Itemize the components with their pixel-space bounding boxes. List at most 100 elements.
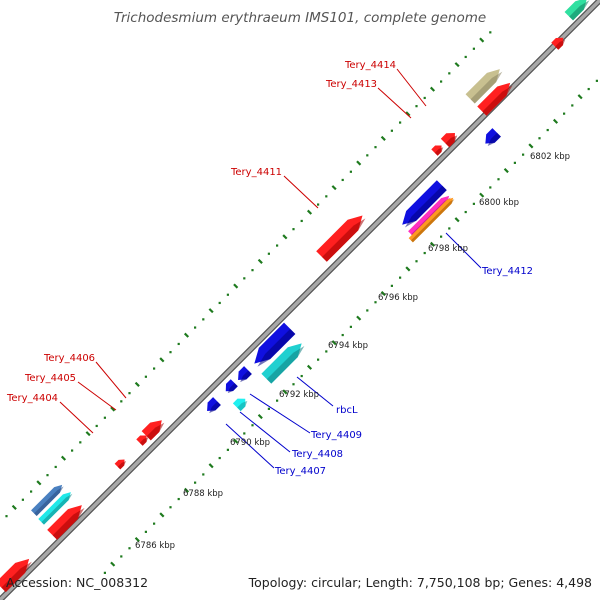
scale-dot	[292, 383, 295, 386]
scale-dot	[374, 301, 377, 304]
gene-small-red-arrow[interactable]	[440, 129, 459, 148]
scale-dot	[464, 210, 467, 214]
scale-dot	[208, 463, 214, 469]
gene-label-tery-4409[interactable]: Tery_4409	[310, 430, 362, 441]
scale-dot	[110, 406, 116, 412]
scale-dot	[144, 530, 147, 533]
scale-dot	[257, 413, 263, 420]
genome-summary-text: Topology: circular; Length: 7,750,108 bp…	[248, 575, 592, 590]
scale-dot	[110, 561, 116, 567]
scale-dot	[423, 96, 426, 100]
scale-dot	[546, 128, 549, 132]
scale-dot	[153, 367, 156, 370]
scale-dot	[429, 86, 436, 92]
gene-blue-arrow[interactable]	[481, 128, 501, 148]
gene-tery-4411-arrow[interactable]	[316, 210, 368, 262]
gene-tery-4405-arrow[interactable]	[136, 432, 149, 446]
scale-dot	[503, 167, 509, 174]
scale-dot	[300, 219, 303, 223]
scale-dot	[243, 432, 246, 435]
scale-dot	[159, 357, 165, 363]
scale-dot	[243, 277, 246, 280]
scale-dot	[423, 251, 426, 255]
gene-tery-4406-arrow[interactable]	[141, 416, 167, 441]
scale-dot	[306, 209, 313, 215]
gene-rbcl-arrow[interactable]	[261, 338, 306, 384]
callout-lines	[59, 68, 482, 469]
gene-left-teal-arrow[interactable]	[38, 489, 73, 525]
gene-label-tery-4412[interactable]: Tery_4412	[481, 266, 533, 277]
scale-dot	[399, 121, 402, 124]
scale-dot	[448, 227, 451, 230]
scale-dot	[595, 79, 598, 82]
scale-dot	[21, 498, 24, 501]
scale-dot	[71, 449, 74, 452]
gene-left-steel-arrow[interactable]	[31, 482, 65, 516]
scale-dot	[571, 104, 574, 107]
scale-dot	[306, 364, 313, 370]
scale-dot	[36, 480, 42, 486]
scale-label: 6802 kbp	[530, 152, 570, 162]
scale-dot	[577, 94, 583, 100]
gene-label-tery-4406[interactable]: Tery_4406	[43, 353, 95, 364]
scale-dot	[251, 424, 254, 427]
scale-dots	[5, 31, 598, 574]
scale-dot	[144, 375, 147, 378]
scale-dot	[325, 195, 328, 198]
scale-dot	[479, 37, 485, 43]
scale-dot	[120, 555, 123, 558]
gene-label-tery-4404[interactable]: Tery_4404	[6, 393, 58, 404]
gene-left-red-arrow[interactable]	[47, 500, 87, 540]
scale-dot	[300, 374, 303, 378]
scale-dot	[349, 170, 352, 173]
scale-dot	[5, 515, 8, 518]
gene-label-tery-4414[interactable]: Tery_4414	[344, 60, 396, 71]
gene-label-tery-4411[interactable]: Tery_4411	[230, 167, 282, 178]
scale-dot	[251, 269, 254, 272]
scale-label: 6796 kbp	[378, 293, 418, 303]
gene-tery-4407-arrow[interactable]	[232, 395, 249, 412]
gene-tery-4412-arrow[interactable]	[408, 196, 456, 243]
gene-corner-red-arrow[interactable]	[0, 554, 34, 593]
gene-tery-4409-arrow[interactable]	[234, 366, 252, 384]
map-title: Trichodesmium erythraeum IMS101, complet…	[114, 10, 486, 26]
gene-large-blue-arrow[interactable]	[397, 180, 447, 229]
gene-label-tery-4407[interactable]: Tery_4407	[274, 466, 326, 477]
gene-label-tery-4408[interactable]: Tery_4408	[291, 449, 343, 460]
scale-dot	[317, 358, 320, 361]
gene-label-rbcl[interactable]: rbcL	[336, 405, 358, 416]
scale-dot	[169, 506, 172, 509]
gene-tery-4408-arrow[interactable]	[222, 379, 238, 395]
gene-tery-4413-arrow[interactable]	[477, 78, 514, 116]
scale-dot	[472, 202, 475, 205]
scale-labels: 6786 kbp 6788 kbp 6790 kbp 6792 kbp 6794…	[135, 152, 570, 551]
gene-rbcl-large-blue-arrow[interactable]	[249, 322, 296, 370]
gene-top-red-arrow[interactable]	[551, 34, 567, 50]
scale-label: 6786 kbp	[135, 541, 175, 551]
scale-dot	[134, 536, 140, 543]
scale-dot	[440, 235, 443, 238]
scale-dot	[218, 301, 221, 305]
scale-dot	[226, 448, 229, 451]
scale-dot	[292, 228, 295, 231]
scale-dot	[183, 332, 190, 338]
scale-dot	[331, 340, 337, 346]
scale-dot	[341, 333, 344, 337]
gene-label-tery-4413[interactable]: Tery_4413	[325, 79, 377, 90]
gene-tery-4404-arrow[interactable]	[114, 457, 128, 470]
gene-label-tery-4405[interactable]: Tery_4405	[24, 373, 76, 384]
scale-label: 6790 kbp	[230, 438, 270, 448]
scale-dot	[267, 407, 270, 410]
gene-tery-4414-arrow[interactable]	[465, 65, 505, 104]
gene-top-green-arrow[interactable]	[564, 0, 592, 21]
scale-dot	[380, 135, 386, 141]
scale-dot	[341, 178, 344, 182]
scale-dot	[95, 424, 98, 428]
scale-dot	[267, 252, 270, 255]
scale-dot	[489, 186, 492, 189]
gene-small-blue-arrow[interactable]	[203, 397, 221, 415]
scale-dot	[120, 400, 123, 403]
scale-dot	[30, 490, 33, 493]
gene-small-red-arrow[interactable]	[431, 142, 444, 156]
